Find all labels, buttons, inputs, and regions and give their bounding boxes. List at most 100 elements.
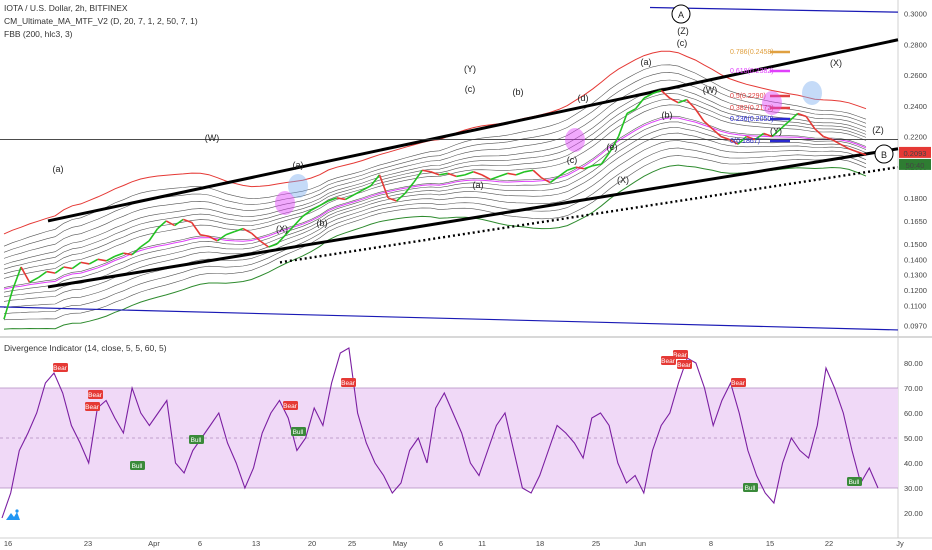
price-segment — [328, 197, 338, 202]
price-tick-label: 0.2200 — [904, 132, 927, 141]
wave-label: (Y) — [464, 64, 476, 74]
price-tick-label: 0.1800 — [904, 194, 927, 203]
divergence-badge — [673, 350, 688, 359]
price-segment — [737, 135, 748, 145]
price-segment — [216, 234, 227, 242]
price-segment — [131, 246, 142, 256]
divergence-badge-label: Bull — [849, 479, 860, 486]
time-tick-label: Jun — [634, 539, 646, 548]
wave-label: (W) — [205, 133, 220, 143]
dotted-support-line — [279, 166, 899, 264]
circled-wave-marker — [671, 4, 691, 24]
price-segment — [823, 135, 833, 141]
price-tick-label: 0.1400 — [904, 255, 927, 264]
divergence-badge-label: Bull — [293, 429, 304, 436]
fib-level-label: 0.382(0.2172) — [730, 105, 774, 112]
divergence-badge — [291, 427, 306, 436]
circled-wave-marker — [874, 144, 894, 164]
divergence-badge — [283, 401, 298, 410]
wave-label: (c) — [465, 84, 476, 94]
price-segment — [797, 112, 807, 118]
price-segment — [481, 174, 491, 181]
wave-label: (X) — [617, 175, 629, 185]
price-segment — [814, 128, 824, 138]
time-tick-label: 8 — [709, 539, 713, 548]
chart-title: IOTA / U.S. Dollar, 2h, BITFINEX — [4, 3, 128, 13]
study-legend-ma[interactable]: CM_Ultimate_MA_MTF_V2 (D, 20, 7, 1, 2, 5… — [4, 16, 198, 26]
wave-label: (Z) — [677, 26, 689, 36]
envelope-band-2 — [3, 140, 867, 308]
wave-label: (Z) — [872, 125, 884, 135]
wave-label: (X) — [276, 224, 288, 234]
price-segment — [617, 113, 628, 137]
time-tick-label: Apr — [148, 539, 160, 548]
lower-channel-line — [47, 147, 899, 289]
tradingview-logo-icon[interactable] — [5, 508, 21, 522]
price-segment — [106, 255, 116, 262]
price-segment — [336, 197, 346, 201]
time-tick-label: 16 — [4, 539, 12, 548]
wave-label: (a) — [293, 160, 304, 170]
price-segment — [387, 197, 397, 202]
price-segment — [780, 120, 790, 130]
price-segment — [626, 108, 636, 115]
price-segment — [720, 135, 730, 141]
divergence-badge-label: Bull — [745, 485, 756, 492]
study-legend-divergence[interactable]: Divergence Indicator (14, close, 5, 5, 6… — [4, 343, 167, 353]
price-segment — [80, 261, 90, 265]
divergence-badge — [677, 360, 692, 369]
price-segment — [652, 89, 662, 95]
fib-level-label: 0.5(0.2290) — [730, 93, 766, 100]
price-segment — [250, 232, 261, 242]
rsi-tick-label: 70.00 — [904, 384, 923, 393]
price-segment — [114, 252, 124, 257]
price-segment — [37, 270, 48, 279]
price-segment — [840, 143, 850, 150]
price-tick-label: 0.2600 — [904, 71, 927, 80]
price-segment — [276, 234, 287, 245]
price-segment — [293, 215, 304, 227]
divergence-badge — [130, 461, 145, 470]
time-tick-label: 20 — [308, 539, 316, 548]
last-price-label: 0.2093 — [904, 149, 927, 158]
highlight-zone — [275, 191, 295, 215]
divergence-badge — [847, 477, 862, 486]
divergence-badge-label: Bull — [132, 463, 143, 470]
price-segment — [123, 252, 133, 256]
divergence-badge — [743, 483, 758, 492]
study-legend-fbb[interactable]: FBB (200, hlc3, 3) — [4, 29, 73, 39]
divergence-badge-label: Bear — [661, 358, 676, 365]
price-segment — [439, 172, 448, 176]
price-segment — [669, 97, 679, 104]
price-segment — [584, 164, 594, 170]
price-segment — [310, 204, 321, 211]
price-segment — [174, 218, 184, 227]
wave-label: (a) — [641, 57, 652, 67]
wave-label: (Y) — [770, 126, 782, 136]
time-tick-label: 13 — [252, 539, 260, 548]
price-tick-label: 0.2400 — [904, 102, 927, 111]
fib-level-label: 0.236(0.2050) — [730, 116, 774, 123]
price-segment — [746, 135, 756, 141]
price-bands — [3, 50, 867, 330]
price-segment — [404, 182, 415, 194]
x-axis: 16 23 Apr 6 13 20 25 May 6 11 18 25 Jun 8 15 22 Jy — [4, 539, 904, 548]
wave-label: (a) — [473, 180, 484, 190]
price-segment — [558, 169, 568, 178]
divergence-badge-label: Bear — [53, 365, 68, 372]
wave-label: (b) — [662, 110, 673, 120]
price-segment — [165, 220, 176, 227]
time-tick-label: 15 — [766, 539, 774, 548]
highlight-zone — [288, 174, 308, 198]
price-tick-label: 0.1650 — [904, 217, 927, 226]
wave-label: (e) — [607, 142, 618, 152]
price-segment — [729, 138, 739, 145]
envelope-band-9 — [3, 93, 867, 270]
price-segment — [148, 228, 159, 242]
price-tick-label: 0.0970 — [904, 321, 927, 330]
time-tick-label: 23 — [84, 539, 92, 548]
price-segment — [600, 151, 611, 165]
last-price-tag — [899, 146, 931, 158]
